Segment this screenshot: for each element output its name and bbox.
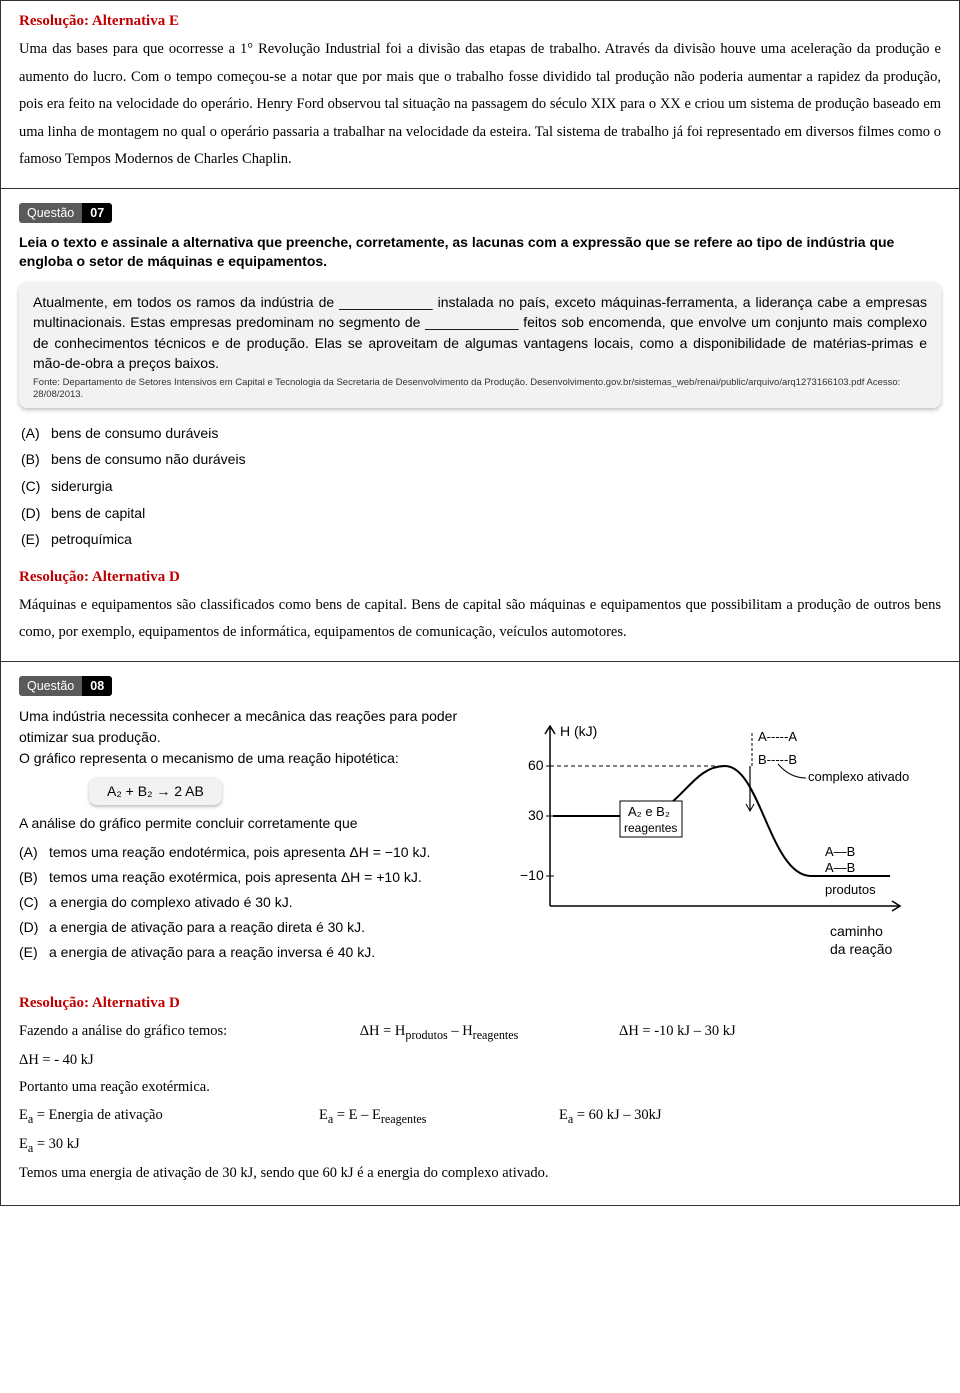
prod-l2: A—B <box>825 860 855 875</box>
option-a: (A)bens de consumo duráveis <box>21 420 941 447</box>
question-07-tag: Questão 07 <box>19 203 112 223</box>
energy-diagram-svg: H (kJ) 60 30 −10 <box>490 706 920 966</box>
peak-a: A-----A <box>758 729 797 744</box>
question-tag-label: Questão <box>19 203 82 223</box>
page: Resolução: Alternativa E Uma das bases p… <box>0 0 960 1206</box>
option-e: (E)a energia de ativação para a reação i… <box>19 942 470 963</box>
reagents-l2: reagentes <box>624 821 677 835</box>
question-08-left: Uma indústria necessita conhecer a mecân… <box>19 706 470 967</box>
option-d: (D)a energia de ativação para a reação d… <box>19 917 470 938</box>
peak-b: B-----B <box>758 752 797 767</box>
question-08-block: Questão 08 Uma indústria necessita conhe… <box>1 662 959 981</box>
option-b: (B)temos uma reação exotérmica, pois apr… <box>19 867 470 888</box>
question-tag-label: Questão <box>19 676 82 696</box>
resolution-d-q7-body: Máquinas e equipamentos são classificado… <box>19 592 941 647</box>
resolution-e-body: Uma das bases para que ocorresse a 1° Re… <box>19 36 941 174</box>
xlabel2: da reação <box>830 941 892 957</box>
question-07-section: Questão 07 Leia o texto e assinale a alt… <box>1 189 959 662</box>
y-axis-label: H (kJ) <box>560 723 597 739</box>
resolution-e-title: Resolução: Alternativa E <box>19 13 941 30</box>
question-tag-number: 08 <box>82 676 112 696</box>
complex-label: complexo ativado <box>808 769 909 784</box>
question-07-intro: Leia o texto e assinale a alternativa qu… <box>19 233 941 272</box>
resolution-e-section: Resolução: Alternativa E Uma das bases p… <box>1 1 959 189</box>
resolution-d-q7: Resolução: Alternativa D Máquinas e equi… <box>1 563 959 661</box>
option-a: (A)temos uma reação endotérmica, pois ap… <box>19 842 470 863</box>
resolution-d-q8: Resolução: Alternativa D Fazendo a análi… <box>1 981 959 1205</box>
q8-line1: Uma indústria necessita conhecer a mecân… <box>19 706 470 748</box>
option-c: (C)siderurgia <box>21 473 941 500</box>
ytick-30: 30 <box>528 807 544 823</box>
question-07-options: (A)bens de consumo duráveis (B)bens de c… <box>19 420 941 553</box>
question-07-callout: Atualmente, em todos os ramos da indústr… <box>19 282 941 408</box>
option-c: (C)a energia do complexo ativado é 30 kJ… <box>19 892 470 913</box>
option-d: (D)bens de capital <box>21 500 941 527</box>
question-07-callout-source: Fonte: Departamento de Setores Intensivo… <box>33 377 927 400</box>
q8-conclusion-intro: A análise do gráfico permite concluir co… <box>19 813 470 834</box>
q8-equation: A₂ + B₂ → 2 AB <box>89 777 222 805</box>
question-08-tag: Questão 08 <box>19 676 112 696</box>
ytick-m10: −10 <box>520 867 544 883</box>
prod-cap: produtos <box>825 882 876 897</box>
option-b: (B)bens de consumo não duráveis <box>21 446 941 473</box>
resolution-d-q8-body: Fazendo a análise do gráfico temos: ΔH =… <box>19 1018 941 1187</box>
option-e: (E)petroquímica <box>21 526 941 553</box>
resolution-d-q8-title: Resolução: Alternativa D <box>19 995 941 1012</box>
q8-line2: O gráfico representa o mecanismo de uma … <box>19 748 470 769</box>
question-08-options: (A)temos uma reação endotérmica, pois ap… <box>19 842 470 963</box>
question-07-callout-text: Atualmente, em todos os ramos da indústr… <box>33 292 927 373</box>
question-07-block: Questão 07 Leia o texto e assinale a alt… <box>1 189 959 563</box>
prod-l1: A—B <box>825 844 855 859</box>
question-08-chart: H (kJ) 60 30 −10 <box>490 706 941 971</box>
reagents-l1: A₂ e B₂ <box>628 804 670 819</box>
resolution-d-q7-title: Resolução: Alternativa D <box>19 569 941 586</box>
question-08-section: Questão 08 Uma indústria necessita conhe… <box>1 662 959 1205</box>
ytick-60: 60 <box>528 757 544 773</box>
question-tag-number: 07 <box>82 203 112 223</box>
xlabel1: caminho <box>830 923 883 939</box>
